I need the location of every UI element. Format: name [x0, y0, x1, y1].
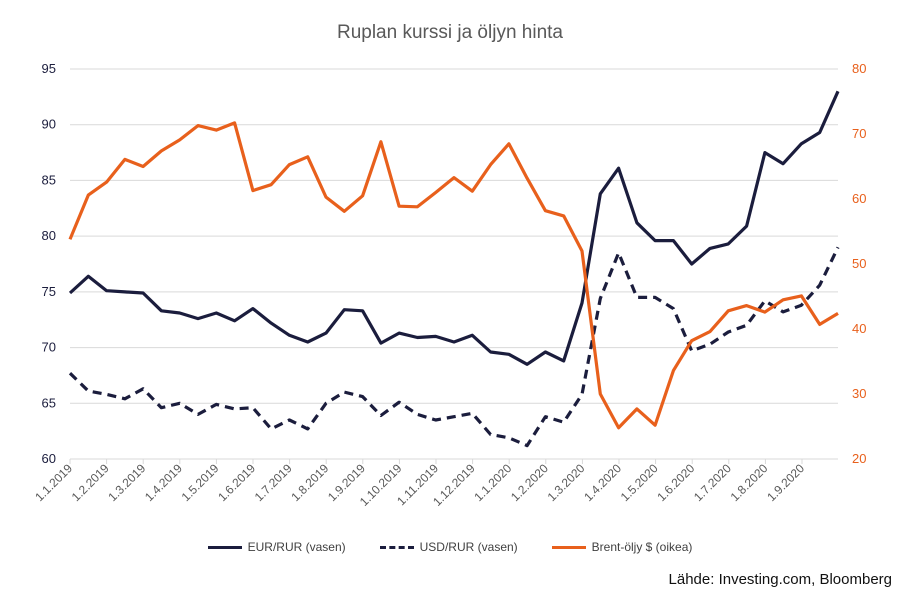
solid-line-swatch-icon [207, 545, 242, 549]
gridlines [69, 68, 838, 464]
x-tick-label: 1.1.2019 [32, 461, 75, 504]
x-tick-label: 1.4.2019 [142, 461, 185, 504]
x-tick-label: 1.9.2020 [764, 461, 807, 504]
legend-item-brent: Brent-öljy $ (oikea) [551, 540, 693, 554]
legend-label-brent: Brent-öljy $ (oikea) [591, 540, 693, 554]
x-tick-label: 1.5.2019 [179, 461, 222, 504]
chart-title: Ruplan kurssi ja öljyn hinta [336, 22, 563, 43]
y-left-tick-label: 75 [42, 284, 56, 299]
x-tick-label: 1.2.2019 [69, 461, 112, 504]
x-tick-label: 1.2.2020 [508, 461, 551, 504]
y-right-tick-label: 30 [852, 386, 866, 401]
plot-area: 60 65 70 75 80 85 90 95 20 30 40 50 60 70 80 1.1.2019… [32, 61, 866, 509]
x-tick-label: 1.1.2020 [471, 461, 514, 504]
legend-item-eur: EUR/RUR (vasen) [207, 540, 346, 554]
legend-label-eur: EUR/RUR (vasen) [247, 540, 346, 554]
y-left-tick-label: 80 [42, 228, 56, 243]
x-tick-label: 1.5.2020 [618, 461, 661, 504]
source-note: Lähde: Investing.com, Bloomberg [668, 571, 892, 588]
legend-label-usd: USD/RUR (vasen) [419, 540, 518, 554]
y-right-tick-label: 40 [852, 321, 866, 336]
y-right-tick-label: 50 [852, 256, 866, 271]
x-tick-label: 1.7.2019 [252, 461, 295, 504]
y-left-tick-label: 60 [42, 451, 56, 466]
y-left-tick-label: 95 [42, 61, 56, 76]
series-line [68, 246, 840, 448]
y-left-tick-label: 70 [42, 340, 56, 355]
x-axis: 1.1.20191.2.20191.3.20191.4.20191.5.2019… [32, 461, 807, 509]
x-tick-label: 1.4.2020 [581, 461, 624, 504]
x-tick-label: 1.3.2019 [105, 461, 148, 504]
x-tick-label: 1.8.2020 [728, 461, 771, 504]
legend-item-usd: USD/RUR (vasen) [379, 540, 518, 554]
x-tick-label: 1.3.2020 [545, 461, 588, 504]
y-right-tick-label: 70 [852, 126, 866, 141]
dashed-line-swatch-icon [379, 545, 414, 549]
y-right-tick-label: 80 [852, 61, 866, 76]
y-axis-left: 60 65 70 75 80 85 90 95 [42, 61, 56, 466]
series-lines [68, 90, 840, 448]
series-line [68, 121, 839, 430]
series-line [68, 90, 840, 366]
y-right-tick-label: 60 [852, 191, 866, 206]
legend: EUR/RUR (vasen) USD/RUR (vasen) Brent-öl… [0, 540, 900, 554]
x-tick-label: 1.7.2020 [691, 461, 734, 504]
solid-line-swatch-icon [551, 545, 586, 549]
y-left-tick-label: 85 [42, 172, 56, 187]
x-tick-label: 1.6.2019 [215, 461, 258, 504]
y-axis-right: 20 30 40 50 60 70 80 [852, 61, 866, 466]
y-left-tick-label: 65 [42, 395, 56, 410]
x-tick-label: 1.6.2020 [654, 461, 697, 504]
y-left-tick-label: 90 [42, 117, 56, 132]
x-tick-label: 1.8.2019 [288, 461, 331, 504]
y-right-tick-label: 20 [852, 451, 866, 466]
